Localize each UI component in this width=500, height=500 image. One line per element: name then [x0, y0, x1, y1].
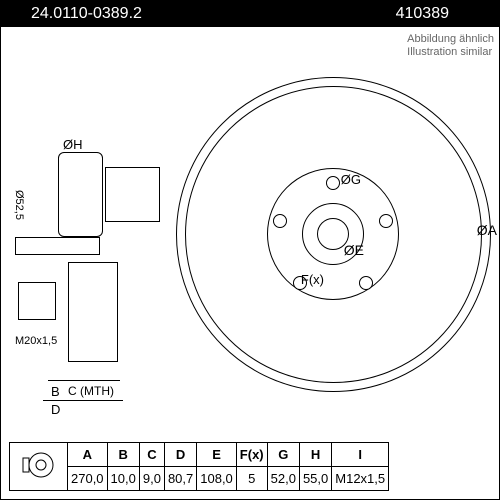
header-bar: 24.0110-0389.2 410389 [1, 1, 499, 27]
icon-cell [10, 443, 68, 491]
label-c: C (MTH) [68, 384, 114, 398]
label-52-5: Ø52,5 [13, 190, 25, 220]
shaft-profile [15, 237, 100, 255]
label-fx: F(x) [301, 272, 324, 287]
part-code: 410389 [396, 5, 449, 23]
spec-table: A B C D E F(x) G H I 270,0 10,0 9,0 80,7… [9, 442, 389, 491]
dim-line [48, 380, 120, 381]
bolt-hole [359, 276, 373, 290]
label-h: ØH [63, 137, 83, 152]
disc-front-view [176, 77, 491, 392]
label-d: D [51, 402, 60, 417]
mounting-face [68, 262, 118, 362]
bolt-hole [379, 214, 393, 228]
label-diameter-a: ØA [477, 222, 497, 238]
bolt-hole [326, 176, 340, 190]
val-b: 10,0 [107, 467, 139, 491]
col-f: F(x) [236, 443, 267, 467]
bearing-profile [58, 152, 103, 237]
table-header-row: A B C D E F(x) G H I [10, 443, 389, 467]
val-i: M12x1,5 [332, 467, 389, 491]
nut-profile [18, 282, 56, 320]
diagram-area: ØA ØE ØG F(x) Ø52,5 M20x1,5 ØH B C (MTH)… [1, 27, 499, 377]
bolt-hole [273, 214, 287, 228]
label-m20: M20x1,5 [15, 335, 57, 347]
col-b: B [107, 443, 139, 467]
col-g: G [267, 443, 299, 467]
val-d: 80,7 [164, 467, 196, 491]
col-e: E [197, 443, 237, 467]
hub-profile [105, 167, 160, 222]
val-g: 52,0 [267, 467, 299, 491]
brake-disc-icon [19, 450, 59, 480]
val-h: 55,0 [299, 467, 331, 491]
disc-side-view: Ø52,5 M20x1,5 ØH B C (MTH) D [13, 82, 173, 392]
col-a: A [68, 443, 108, 467]
label-diameter-e: ØE [344, 242, 364, 258]
val-a: 270,0 [68, 467, 108, 491]
label-diameter-g: ØG [341, 172, 361, 187]
val-e: 108,0 [197, 467, 237, 491]
col-d: D [164, 443, 196, 467]
val-c: 9,0 [139, 467, 164, 491]
col-h: H [299, 443, 331, 467]
dim-line [43, 400, 123, 401]
val-f: 5 [236, 467, 267, 491]
col-c: C [139, 443, 164, 467]
drawing-container: 24.0110-0389.2 410389 Abbildung ähnlich … [0, 0, 500, 500]
label-b: B [51, 384, 60, 399]
col-i: I [332, 443, 389, 467]
part-number: 24.0110-0389.2 [31, 5, 142, 23]
